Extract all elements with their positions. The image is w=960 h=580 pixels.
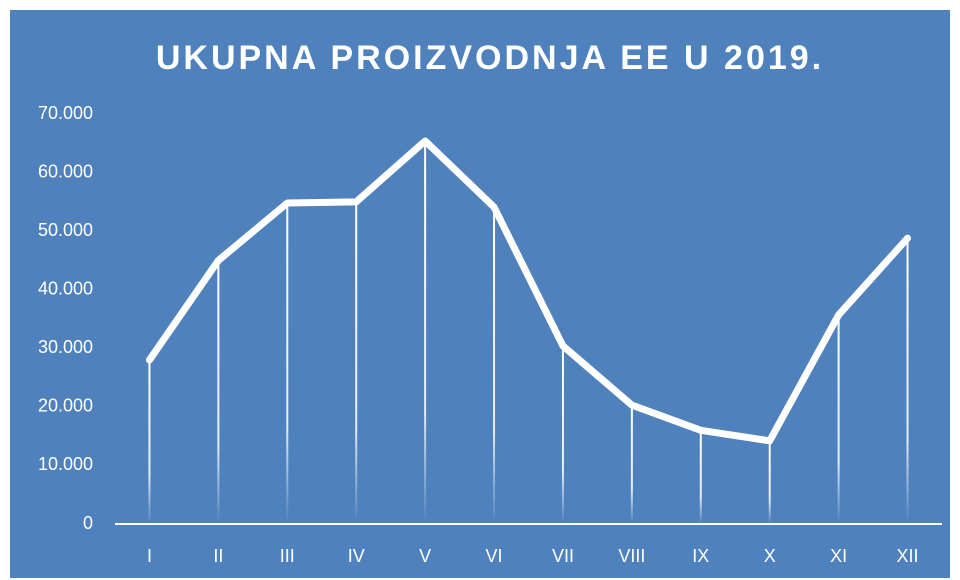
y-tick-label: 60.000 <box>38 161 93 181</box>
drop-line <box>424 140 427 524</box>
drop-line <box>906 238 909 524</box>
y-tick-label: 40.000 <box>38 278 93 298</box>
y-tick-label: 20.000 <box>38 396 93 416</box>
y-tick-label: 10.000 <box>38 454 93 474</box>
x-tick-label: X <box>764 546 776 566</box>
x-tick-label: II <box>213 546 223 566</box>
x-tick-label: IV <box>348 546 365 566</box>
x-tick-label: III <box>280 546 295 566</box>
drop-line <box>561 345 564 524</box>
x-tick-label: VIII <box>618 546 645 566</box>
x-tick-label: VII <box>552 546 574 566</box>
chart-background <box>10 10 950 578</box>
x-tick-label: XII <box>897 546 919 566</box>
x-tick-label: XI <box>830 546 847 566</box>
drop-line <box>837 314 840 524</box>
x-tick-label: V <box>419 546 431 566</box>
drop-line <box>148 360 151 524</box>
chart-title: UKUPNA PROIZVODNJA EE U 2019. <box>156 39 824 77</box>
drop-line <box>217 260 220 524</box>
x-tick-label: VI <box>486 546 503 566</box>
drop-line <box>699 430 702 524</box>
drop-line <box>355 201 358 524</box>
data-line <box>145 137 912 445</box>
x-tick-label: IX <box>692 546 709 566</box>
y-tick-label: 30.000 <box>38 337 93 357</box>
drop-line <box>768 440 771 524</box>
y-tick-label: 50.000 <box>38 220 93 240</box>
y-tick-label: 70.000 <box>38 103 93 123</box>
drop-line <box>286 203 289 524</box>
x-tick-label: I <box>147 546 152 566</box>
y-tick-label: 0 <box>83 513 93 533</box>
drop-line <box>493 207 496 524</box>
drop-line <box>630 405 633 524</box>
